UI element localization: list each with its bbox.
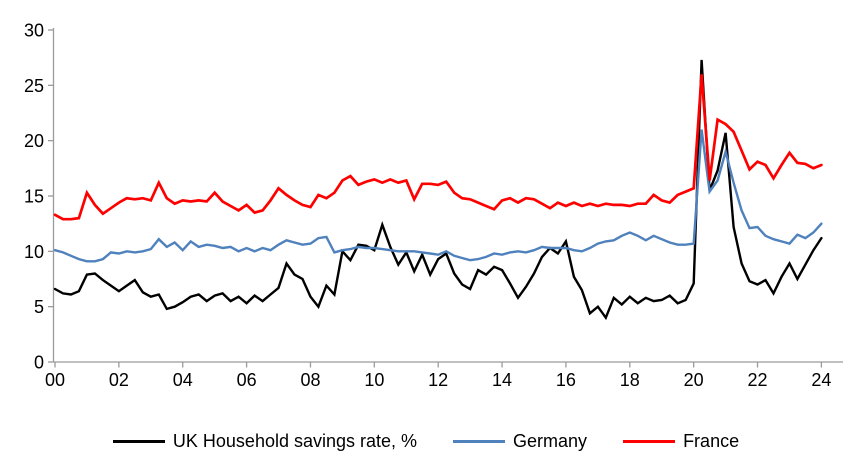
legend: UK Household savings rate, % Germany Fra… [0,424,852,458]
uk-line-swatch [112,439,165,443]
x-axis-tick-label: 24 [811,370,831,390]
france-legend-label: France [683,430,740,451]
x-axis-tick-label: 14 [492,370,512,390]
y-axis-tick-label: 10 [24,242,44,262]
series-line-france [53,74,823,221]
x-axis-tick-label: 18 [620,370,640,390]
x-axis-tick-label: 12 [428,370,448,390]
x-axis-tick-label: 22 [748,370,768,390]
x-axis-tick-label: 00 [45,370,65,390]
germany-line-swatch [453,439,506,443]
y-axis-tick-label: 15 [24,187,44,207]
legend-item-germany: Germany [453,431,587,452]
y-axis-tick-label: 20 [24,131,44,151]
plot-area: 0 5 10 15 20 25 30 00 02 04 06 08 10 12 14 16 18 20 22 24 [24,21,843,390]
legend-item-uk: UK Household savings rate, % [112,430,418,452]
x-axis-tick-label: 02 [109,370,129,390]
x-axis-tick-label: 06 [237,370,257,390]
germany-legend-label: Germany [513,430,588,451]
x-axis-tick-label: 20 [684,370,704,390]
y-axis-tick-label: 5 [34,297,44,317]
uk-legend-label: UK Household savings rate, % [172,430,418,451]
y-axis-tick-label: 0 [34,353,44,373]
x-axis-tick-label: 10 [364,370,384,390]
series-line-uk [53,59,823,321]
france-line-swatch [623,439,676,443]
y-axis-tick-label: 30 [24,21,44,41]
x-axis-tick-label: 16 [556,370,576,390]
series-line-germany [53,129,823,263]
legend-item-france: France [623,431,739,452]
x-axis-tick-label: 04 [173,370,193,390]
x-axis-tick-label: 08 [300,370,320,390]
y-axis-tick-label: 25 [24,76,44,96]
